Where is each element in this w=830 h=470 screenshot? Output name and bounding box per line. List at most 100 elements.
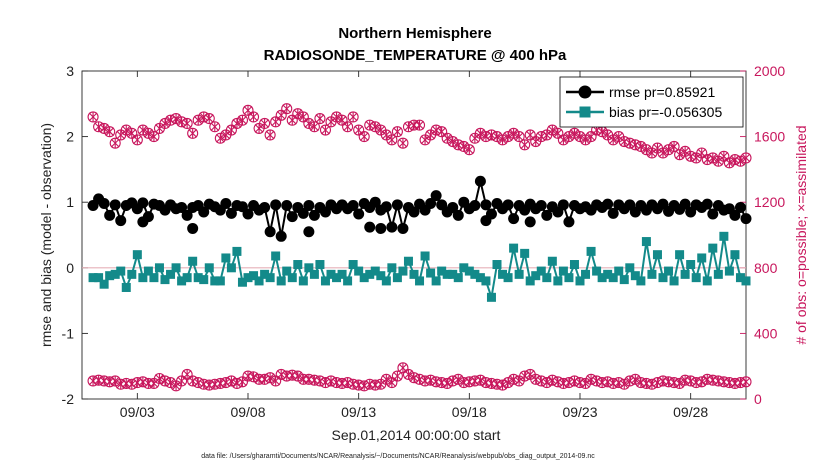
bias-point [525, 276, 535, 286]
rmse-point [734, 201, 746, 213]
rmse-point [425, 198, 437, 210]
x-axis: 09/03 09/08 09/13 09/18 09/23 09/28 [120, 71, 708, 420]
bias-point [243, 273, 253, 283]
rmse-point [225, 207, 237, 219]
obs-count-point-lower [397, 362, 409, 374]
legend-rmse-marker [578, 85, 592, 99]
bias-point [343, 276, 353, 286]
data-file-footnote: data file: /Users/gharamti/Documents/NCA… [201, 453, 595, 460]
rmse-point [364, 221, 376, 233]
rmse-point [474, 175, 486, 187]
x-tick-label: 09/08 [230, 404, 265, 420]
y-tick-label: -2 [62, 391, 75, 407]
rmse-point [524, 216, 536, 228]
rmse-point [707, 208, 719, 220]
obs-count-point [524, 129, 536, 141]
rmse-point [303, 226, 315, 238]
bias-point [603, 269, 613, 279]
rmse-point [115, 215, 127, 227]
y-right-tick-label: 2000 [754, 63, 785, 79]
obs-count-point-lower [668, 377, 680, 389]
obs-count-point [552, 127, 564, 139]
obs-count-point-lower [740, 376, 752, 388]
bias-point [503, 273, 513, 283]
obs-count-point [275, 109, 287, 121]
rmse-point [137, 216, 149, 228]
bias-point [708, 243, 718, 253]
bias-point [182, 273, 192, 283]
bias-point [237, 277, 247, 287]
bias-point [581, 269, 591, 279]
obs-count-point [397, 137, 409, 149]
obs-count-point [336, 114, 348, 126]
rmse-point [397, 222, 409, 234]
y-right-tick-label: 1600 [754, 129, 785, 145]
bias-point [365, 269, 375, 279]
rmse-point [701, 198, 713, 210]
obs-count-point [386, 134, 398, 146]
obs-count-point [120, 124, 132, 136]
obs-count-point [353, 124, 365, 136]
rmse-point [391, 199, 403, 211]
bias-point [724, 266, 734, 276]
obs-count-point [87, 111, 99, 123]
bias-point [370, 266, 380, 276]
y-tick-label: 1 [66, 194, 74, 210]
bias-point [658, 273, 668, 283]
obs-count-point [209, 121, 221, 133]
bias-point [453, 273, 463, 283]
bias-point [260, 269, 270, 279]
chart-subtitle: RADIOSONDE_TEMPERATURE @ 400 hPa [264, 47, 567, 64]
bias-point [608, 273, 618, 283]
rmse-point [187, 222, 199, 234]
bias-point [514, 269, 524, 279]
rmse-point [480, 215, 492, 227]
x-axis-label: Sep.01,2014 00:00:00 start [332, 427, 501, 443]
rmse-point [369, 196, 381, 208]
bias-point [636, 276, 646, 286]
rmse-point [408, 206, 420, 218]
obs-count-point [668, 140, 680, 152]
bias-point [558, 266, 568, 276]
bias-point [381, 276, 391, 286]
obs-count-point [247, 111, 260, 123]
rmse-point [535, 199, 547, 211]
bias-point [686, 260, 696, 270]
bias-point [210, 276, 220, 286]
bias-point [226, 263, 236, 273]
bias-point [459, 263, 469, 273]
obs-count-point [242, 104, 254, 116]
rmse-point [729, 209, 741, 221]
obs-count-point [314, 113, 326, 125]
bias-point [531, 271, 541, 281]
legend-box [559, 76, 744, 128]
rmse-point [270, 199, 282, 211]
rmse-point [607, 207, 619, 219]
bias-point [564, 273, 574, 283]
obs-count-point [203, 113, 215, 125]
bias-point [492, 260, 502, 270]
legend-bias-marker [579, 106, 591, 118]
obs-count-point-lower [734, 377, 747, 389]
bias-point [437, 266, 447, 276]
obs-count-point [391, 126, 403, 138]
bias-point [387, 263, 397, 273]
bias-point [105, 271, 115, 281]
obs-count-point-lower [181, 368, 193, 380]
bias-point [354, 266, 364, 276]
bias-point [597, 273, 607, 283]
rmse-point [386, 221, 398, 233]
obs-count-point-lower [391, 370, 403, 382]
bias-point [509, 243, 519, 253]
bias-point [204, 263, 214, 273]
bias-point [337, 269, 347, 279]
obs-count-point [236, 114, 249, 126]
bias-point [420, 251, 430, 261]
bias-point [542, 273, 552, 283]
bias-point [630, 271, 640, 281]
y-axis-right-label: # of obs: o=possible; ×=assimilated [793, 125, 809, 344]
x-tick-label: 09/23 [562, 404, 597, 420]
rmse-point [447, 201, 459, 213]
obs-count-point [347, 111, 359, 123]
